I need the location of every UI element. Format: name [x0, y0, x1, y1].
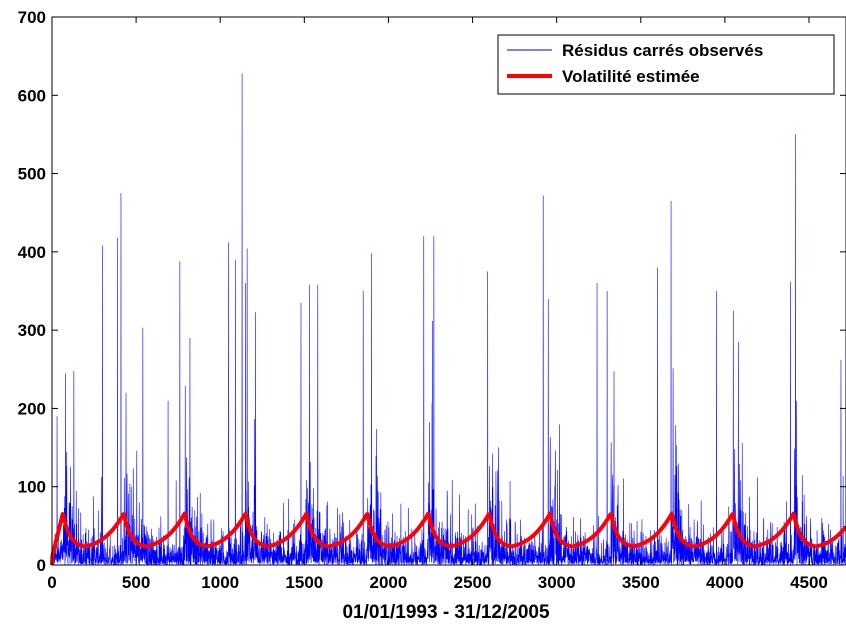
legend: Résidus carrés observés Volatilité estim… [497, 34, 835, 95]
y-tick-label: 0 [37, 556, 46, 575]
legend-label-residuals: Résidus carrés observés [562, 41, 763, 60]
x-tick-label: 0 [47, 573, 56, 592]
x-tick-label: 500 [122, 573, 150, 592]
x-axis-title: 01/01/1993 - 31/12/2005 [342, 602, 550, 623]
series-layer [50, 73, 846, 566]
y-tick-label: 100 [18, 478, 46, 497]
y-tick-label: 500 [18, 165, 46, 184]
plot-frame [51, 16, 846, 566]
x-tick-label: 4500 [790, 573, 828, 592]
x-tick-label: 3500 [622, 573, 660, 592]
x-tick-label: 2000 [370, 573, 408, 592]
series-line-residuals [51, 73, 846, 566]
x-tick-label: 2500 [454, 573, 492, 592]
x-tick-label: 3000 [538, 573, 576, 592]
x-tick-label: 1000 [201, 573, 239, 592]
legend-box [497, 34, 835, 95]
plot-background [52, 17, 846, 565]
y-tick-label: 600 [18, 86, 46, 105]
x-tick-label: 4000 [706, 573, 744, 592]
y-tick-label: 700 [18, 8, 46, 27]
ticks-layer: 0 100 200 300 400 500 600 700 0 500 1000 1500 2000 25… [18, 8, 846, 592]
legend-label-volatility: Volatilité estimée [562, 67, 700, 86]
y-tick-label: 400 [18, 243, 46, 262]
y-tick-label: 300 [18, 321, 46, 340]
y-tick-label: 200 [18, 399, 46, 418]
series-line-volatility [50, 511, 846, 566]
x-tick-label: 1500 [285, 573, 323, 592]
